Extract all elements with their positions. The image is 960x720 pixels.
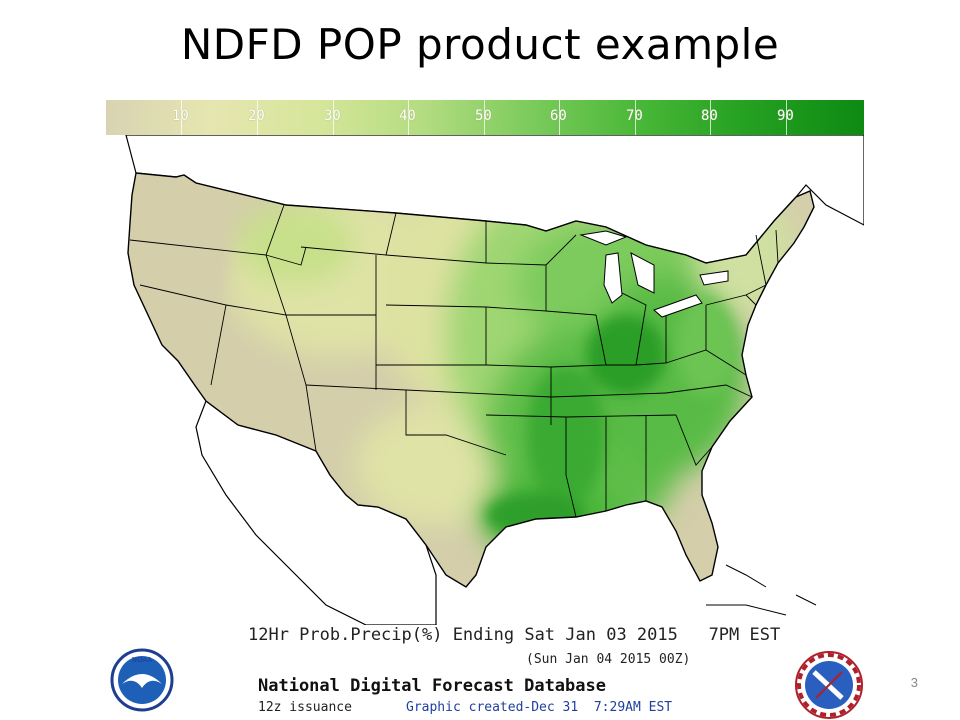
slide-number: 3 bbox=[910, 675, 918, 690]
legend-tick-label: 60 bbox=[550, 108, 567, 124]
legend-tick-label: 40 bbox=[399, 108, 416, 124]
legend-tick-label: 70 bbox=[626, 108, 643, 124]
database-name: National Digital Forecast Database bbox=[258, 676, 606, 696]
legend-tick-label: 20 bbox=[248, 108, 265, 124]
issuance-label: 12z issuance bbox=[258, 700, 352, 715]
legend-divider bbox=[710, 100, 711, 135]
great-lakes bbox=[579, 230, 729, 318]
slide-title: NDFD POP product example bbox=[180, 20, 780, 69]
product-caption: 12Hr Prob.Precip(%) Ending Sat Jan 03 20… bbox=[248, 625, 781, 645]
us-outline bbox=[127, 172, 815, 588]
state-boundaries bbox=[129, 204, 779, 518]
legend-tick-label: 10 bbox=[172, 108, 189, 124]
legend-tick-label: 80 bbox=[701, 108, 718, 124]
legend-tick-label: 90 bbox=[777, 108, 794, 124]
legend-divider bbox=[484, 100, 485, 135]
legend-divider bbox=[257, 100, 258, 135]
legend-divider bbox=[181, 100, 182, 135]
forecast-map-figure: 10 20 30 40 50 60 70 80 90 bbox=[106, 100, 864, 720]
svg-text:NOAA: NOAA bbox=[132, 656, 153, 664]
legend-divider bbox=[408, 100, 409, 135]
legend-divider bbox=[635, 100, 636, 135]
pop-legend-bar: 10 20 30 40 50 60 70 80 90 bbox=[106, 100, 864, 135]
nws-logo-icon bbox=[795, 651, 863, 719]
legend-divider bbox=[333, 100, 334, 135]
legend-divider bbox=[559, 100, 560, 135]
conus-pop-map bbox=[106, 135, 864, 625]
created-label: Graphic created-Dec 31 7:29AM EST bbox=[406, 700, 673, 715]
noaa-logo-icon: NOAA bbox=[110, 648, 174, 712]
legend-tick-label: 50 bbox=[475, 108, 492, 124]
product-caption-utc: (Sun Jan 04 2015 00Z) bbox=[526, 652, 691, 667]
legend-tick-label: 30 bbox=[324, 108, 341, 124]
caribbean-islands bbox=[706, 564, 817, 616]
legend-divider bbox=[786, 100, 787, 135]
